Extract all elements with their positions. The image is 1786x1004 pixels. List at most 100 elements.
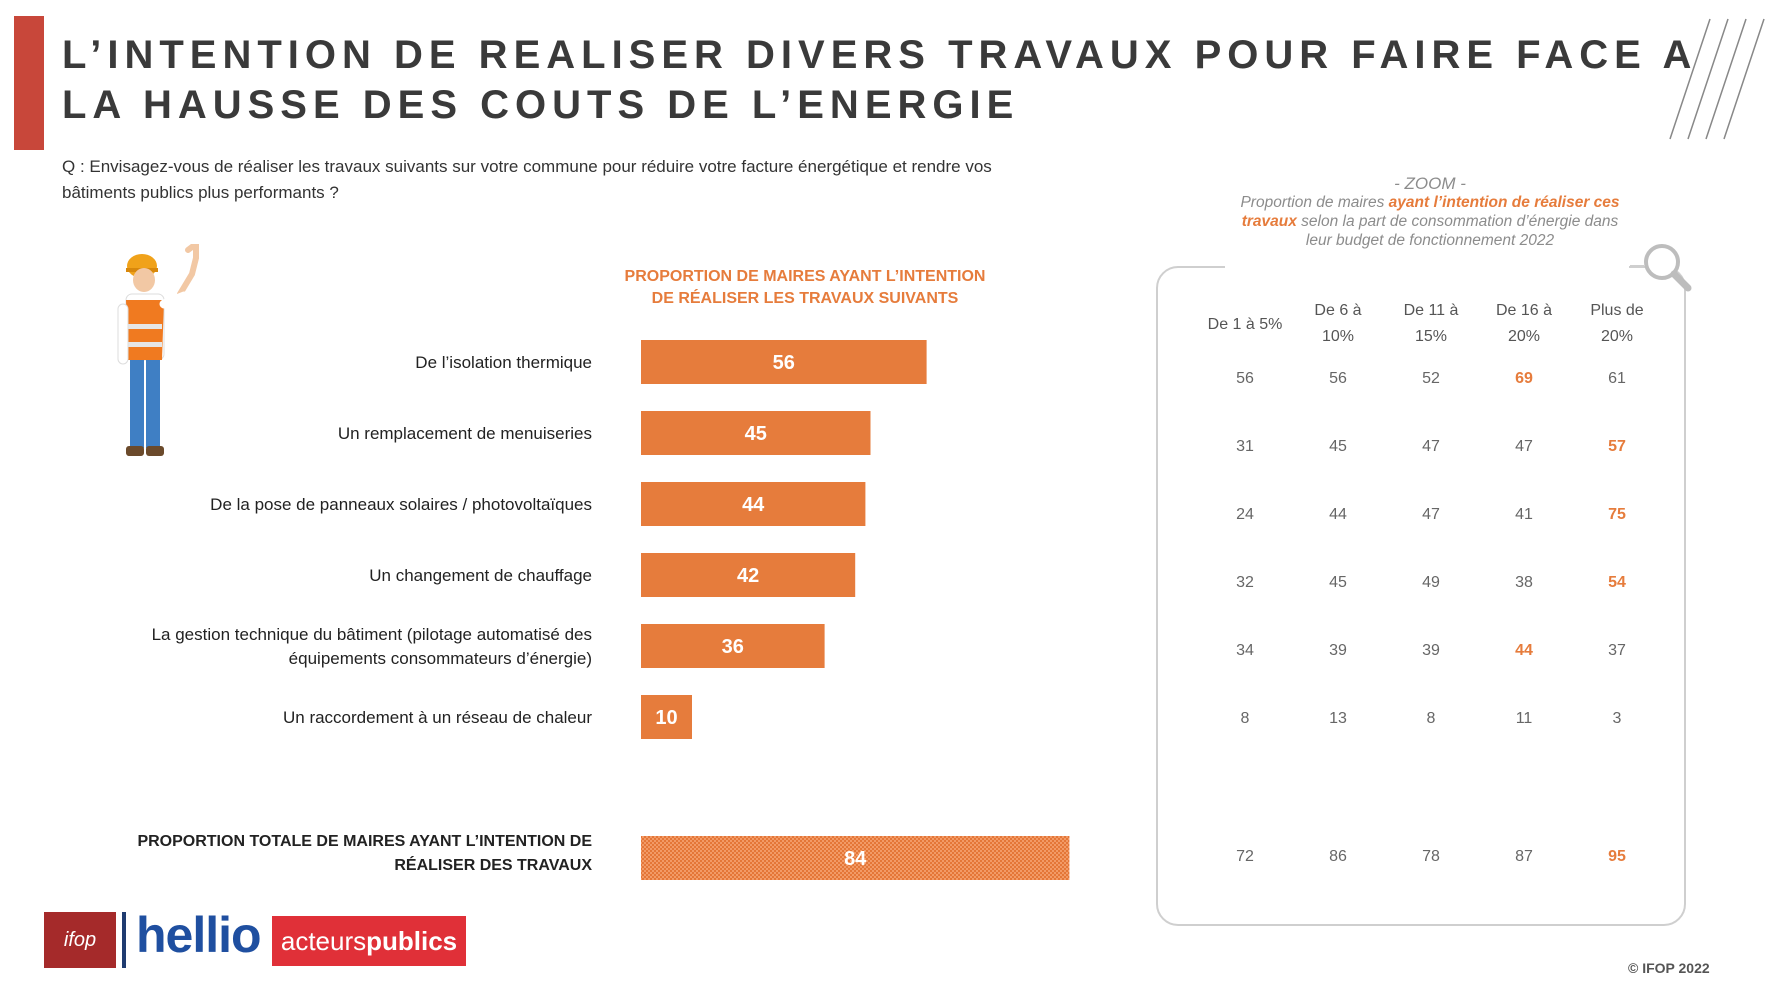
zoom-cell-r6-c5: 3 xyxy=(1612,710,1622,727)
zoom-cell-r5-c4: 44 xyxy=(1515,642,1533,659)
zoom-cell-r5-c3: 39 xyxy=(1422,642,1440,659)
zoom-cell-r1-c3: 52 xyxy=(1422,370,1440,387)
zoom-desc-part-2: selon la part de consommation d’énergie … xyxy=(1296,213,1619,249)
bar-chart-title-line-1: PROPORTION DE MAIRES AYANT L’INTENTION xyxy=(624,268,986,285)
zoom-cell-r4-c4: 38 xyxy=(1515,574,1533,591)
zoom-cell-r3-c3: 47 xyxy=(1422,506,1440,523)
bar-value-5: 36 xyxy=(722,636,744,658)
zoom-column-header-4: De 16 à 20% xyxy=(1478,298,1570,350)
zoom-total-cell-c5: 95 xyxy=(1608,848,1626,865)
zoom-cell-r4-c2: 45 xyxy=(1329,574,1347,591)
bar-label-5-line-1: La gestion technique du bâtiment (pilota… xyxy=(152,625,592,644)
bar-chart-title-line-2: DE RÉALISER LES TRAVAUX SUIVANTS xyxy=(651,290,959,307)
zoom-cell-r3-c5: 75 xyxy=(1608,506,1626,523)
zoom-cell-r3-c1: 24 xyxy=(1236,506,1254,523)
zoom-column-header-5-line-2: 20% xyxy=(1600,328,1634,345)
total-label-line-2: RÉALISER DES TRAVAUX xyxy=(394,855,592,874)
bar-2 xyxy=(641,411,871,455)
bar-value-1: 56 xyxy=(773,352,795,374)
zoom-cell-r5-c1: 34 xyxy=(1236,642,1254,659)
zoom-column-header-2: De 6 à 10% xyxy=(1292,298,1384,350)
bar-value-2: 45 xyxy=(745,423,767,445)
zoom-cell-r2-c1: 31 xyxy=(1236,438,1254,455)
zoom-column-header-3-line-2: 15% xyxy=(1414,328,1448,345)
total-bar xyxy=(641,836,1070,880)
zoom-column-header-1: De 1 à 5% xyxy=(1199,312,1291,338)
construction-worker-icon xyxy=(117,244,199,456)
title-accent-bar xyxy=(14,16,44,150)
survey-question: Q : Envisagez-vous de réaliser les trava… xyxy=(62,154,1112,206)
bar-label-2-line-1: Un remplacement de menuiseries xyxy=(338,424,592,443)
zoom-total-cell-c1: 72 xyxy=(1236,848,1254,865)
zoom-panel-gap xyxy=(1225,260,1629,272)
zoom-cell-r4-c1: 32 xyxy=(1236,574,1254,591)
magnifier-icon xyxy=(1630,244,1692,292)
zoom-panel xyxy=(1156,266,1686,926)
zoom-desc-highlight: ayant l’intention de réaliser ces travau… xyxy=(1241,194,1620,230)
bar-4 xyxy=(641,553,856,597)
zoom-cell-r5-c2: 39 xyxy=(1329,642,1347,659)
hellio-logo: hellio xyxy=(136,907,262,963)
zoom-cell-r3-c4: 41 xyxy=(1515,506,1533,523)
zoom-cell-r4-c3: 49 xyxy=(1422,574,1440,591)
total-label-line-1: PROPORTION TOTALE DE MAIRES AYANT L’INTE… xyxy=(137,833,592,850)
acteurs-publics-logo: acteurspublics xyxy=(272,916,466,966)
zoom-cell-r3-c2: 44 xyxy=(1329,506,1347,523)
zoom-header: - ZOOM - Proportion de maires ayant l’in… xyxy=(1230,174,1630,250)
survey-question-line-2: bâtiments publics plus performants ? xyxy=(62,183,339,202)
zoom-cell-r1-c2: 56 xyxy=(1329,370,1347,387)
zoom-column-header-3: De 11 à 15% xyxy=(1385,298,1477,350)
zoom-cell-r1-c5: 61 xyxy=(1608,370,1626,387)
zoom-column-header-3-line-1: De 11 à xyxy=(1403,302,1459,319)
bar-chart-title: PROPORTION DE MAIRES AYANT L’INTENTION D… xyxy=(600,266,1010,310)
zoom-label: - ZOOM - xyxy=(1394,174,1466,193)
zoom-cell-r6-c2: 13 xyxy=(1329,710,1347,727)
bar-label-1-line-1: De l’isolation thermique xyxy=(415,353,592,372)
acteurs-logo-part-2: publics xyxy=(366,926,458,956)
zoom-total-cell-c4: 87 xyxy=(1515,848,1533,865)
zoom-column-header-2-line-2: 10% xyxy=(1321,328,1355,345)
acteurs-logo-part-1: acteurs xyxy=(280,926,367,956)
zoom-column-header-2-line-1: De 6 à xyxy=(1314,302,1362,319)
zoom-cell-r6-c4: 11 xyxy=(1515,710,1533,727)
zoom-cell-r6-c3: 8 xyxy=(1426,710,1436,727)
decorative-hatch-icon xyxy=(1669,18,1765,140)
zoom-column-header-1-line-1: De 1 à 5% xyxy=(1207,316,1283,333)
zoom-cell-r5-c5: 37 xyxy=(1608,642,1626,659)
zoom-cell-r2-c3: 47 xyxy=(1422,438,1440,455)
zoom-column-header-4-line-1: De 16 à xyxy=(1495,302,1553,319)
zoom-cell-r2-c4: 47 xyxy=(1515,438,1533,455)
zoom-column-header-5-line-1: Plus de xyxy=(1590,302,1644,319)
bar-label-4-line-1: Un changement de chauffage xyxy=(369,566,592,585)
bar-5 xyxy=(641,624,825,668)
bar-value-6: 10 xyxy=(655,707,677,729)
copyright: © IFOP 2022 xyxy=(1628,960,1710,976)
bar-1 xyxy=(641,340,927,384)
zoom-total-cell-c3: 78 xyxy=(1422,848,1440,865)
zoom-cell-r2-c5: 57 xyxy=(1608,438,1626,455)
zoom-cell-r4-c5: 54 xyxy=(1608,574,1626,591)
page-title: L’INTENTION DE REALISER DIVERS TRAVAUX P… xyxy=(62,30,1697,130)
zoom-cell-r2-c2: 45 xyxy=(1329,438,1347,455)
bar-value-4: 42 xyxy=(737,565,759,587)
total-bar-value: 84 xyxy=(844,848,867,870)
bar-label-6-line-1: Un raccordement à un réseau de chaleur xyxy=(283,708,592,727)
zoom-column-header-4-line-2: 20% xyxy=(1507,328,1541,345)
ifop-logo: ifop xyxy=(44,912,116,968)
bar-3 xyxy=(641,482,866,526)
zoom-cell-r1-c1: 56 xyxy=(1236,370,1254,387)
bar-6 xyxy=(641,695,692,739)
zoom-cell-r1-c4: 69 xyxy=(1515,370,1533,387)
bar-label-3-line-1: De la pose de panneaux solaires / photov… xyxy=(210,495,592,514)
zoom-cell-r6-c1: 8 xyxy=(1240,710,1250,727)
bar-label-5-line-2: équipements consommateurs d’énergie) xyxy=(289,649,592,668)
logo-separator xyxy=(122,912,126,968)
zoom-description: Proportion de maires ayant l’intention d… xyxy=(1230,193,1630,250)
zoom-total-cell-c2: 86 xyxy=(1329,848,1347,865)
page-title-line-2: LA HAUSSE DES COUTS DE L’ENERGIE xyxy=(62,83,1020,127)
zoom-desc-part-1: Proportion de maires xyxy=(1240,194,1389,211)
bar-value-3: 44 xyxy=(742,494,765,516)
survey-question-line-1: Q : Envisagez-vous de réaliser les trava… xyxy=(62,157,992,176)
page-title-line-1: L’INTENTION DE REALISER DIVERS TRAVAUX P… xyxy=(62,33,1698,77)
